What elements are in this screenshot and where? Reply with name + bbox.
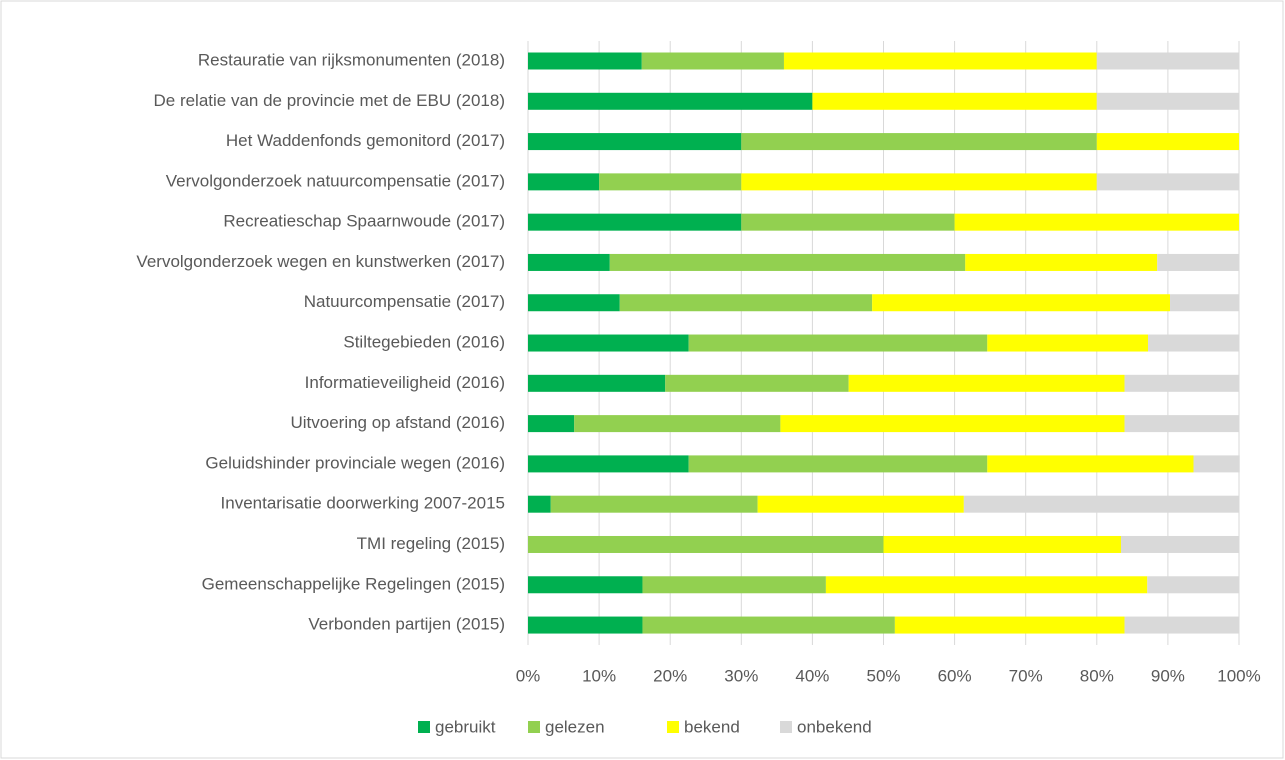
legend-label: gebruikt [435, 717, 496, 736]
bar-segment [757, 495, 964, 513]
bar-segment [528, 173, 600, 191]
bar-segment [574, 415, 781, 433]
x-tick-label: 50% [866, 666, 900, 685]
legend-swatch [780, 721, 792, 733]
bar-segment [599, 173, 742, 191]
bar-segment [528, 616, 643, 634]
bar-segment [619, 294, 873, 312]
x-tick-label: 70% [1009, 666, 1043, 685]
bar-segment [1124, 374, 1239, 392]
bar-segment [1124, 415, 1239, 433]
y-tick-label: Uitvoering op afstand (2016) [290, 413, 505, 432]
bar-segment [528, 213, 742, 231]
bar-segment [1096, 173, 1239, 191]
y-tick-label: Natuurcompensatie (2017) [304, 292, 505, 311]
y-tick-label: Stiltegebieden (2016) [343, 333, 505, 352]
y-tick-label: De relatie van de provincie met de EBU (… [153, 91, 505, 110]
bar-segment [1124, 616, 1239, 634]
legend-swatch [667, 721, 679, 733]
bar-segment [528, 535, 884, 553]
x-tick-label: 10% [582, 666, 616, 685]
x-tick-label: 30% [724, 666, 758, 685]
bar-segment [987, 334, 1148, 352]
bar-segment [641, 52, 784, 70]
bar-segment [528, 133, 742, 151]
legend-label: gelezen [545, 717, 605, 736]
bar-segment [665, 374, 849, 392]
bar-segment [1120, 535, 1239, 553]
y-tick-label: Vervolgonderzoek natuurcompensatie (2017… [166, 171, 505, 190]
legend-swatch [528, 721, 540, 733]
bar-segment [528, 294, 620, 312]
y-tick-label: Het Waddenfonds gemonitord (2017) [226, 131, 505, 150]
bar-segment [780, 415, 1125, 433]
bar-segment [741, 213, 955, 231]
y-tick-label: Restauratie van rijksmonumenten (2018) [198, 50, 505, 69]
y-tick-label: Informatieveiligheid (2016) [305, 373, 505, 392]
bar-segment [741, 173, 1097, 191]
y-tick-label: Gemeenschappelijke Regelingen (2015) [202, 574, 505, 593]
bar-segment [528, 576, 643, 594]
bar-segment [1096, 133, 1239, 151]
bar-segment [1147, 334, 1239, 352]
bar-segment [688, 334, 988, 352]
bar-segment [965, 253, 1158, 271]
bar-segment [1170, 294, 1239, 312]
bar-segment [1147, 576, 1239, 594]
bar-segment [963, 495, 1239, 513]
y-tick-label: Vervolgonderzoek wegen en kunstwerken (2… [136, 252, 505, 271]
bar-segment [812, 92, 1097, 110]
bar-segment [528, 374, 666, 392]
bar-segment [1157, 253, 1239, 271]
bar-segment [688, 455, 988, 473]
bar-segment [550, 495, 758, 513]
y-tick-label: Verbonden partijen (2015) [308, 615, 505, 634]
bar-segment [883, 535, 1121, 553]
x-tick-label: 80% [1080, 666, 1114, 685]
bar-segment [528, 334, 689, 352]
bar-segment [528, 52, 642, 70]
bar-segment [848, 374, 1125, 392]
y-tick-label: Geluidshinder provinciale wegen (2016) [205, 453, 505, 472]
y-tick-label: Inventarisatie doorwerking 2007-2015 [221, 494, 505, 513]
y-tick-label: Recreatieschap Spaarnwoude (2017) [223, 212, 505, 231]
bar-segment [825, 576, 1148, 594]
x-tick-label: 60% [938, 666, 972, 685]
bar-segment [741, 133, 1097, 151]
bar-segment [783, 52, 1097, 70]
bar-segment [1193, 455, 1240, 473]
bar-segment [528, 415, 575, 433]
bar-segment [528, 455, 689, 473]
x-tick-label: 40% [795, 666, 829, 685]
bar-segment [1096, 52, 1239, 70]
y-tick-label: TMI regeling (2015) [357, 534, 505, 553]
bar-segment [642, 616, 895, 634]
legend-swatch [418, 721, 430, 733]
bar-segment [1096, 92, 1239, 110]
bar-segment [528, 92, 813, 110]
bar-segment [528, 495, 551, 513]
bar-segment [987, 455, 1194, 473]
bar-segment [872, 294, 1171, 312]
bar-segment [609, 253, 966, 271]
bar-segment [894, 616, 1125, 634]
x-tick-label: 90% [1151, 666, 1185, 685]
x-tick-label: 0% [516, 666, 541, 685]
bar-segment [642, 576, 826, 594]
legend-label: onbekend [797, 717, 872, 736]
bar-segment [528, 253, 610, 271]
legend-label: bekend [684, 717, 740, 736]
x-tick-label: 20% [653, 666, 687, 685]
bar-segment [954, 213, 1239, 231]
x-tick-label: 100% [1217, 666, 1260, 685]
